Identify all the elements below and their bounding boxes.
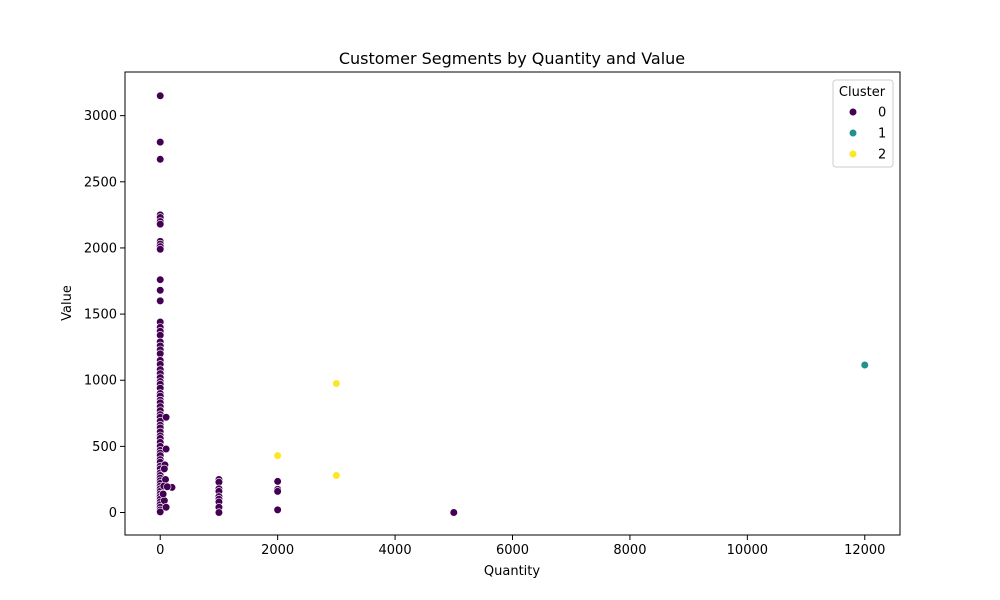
- legend: Cluster 0 1 2: [832, 79, 894, 168]
- x-tick-label: 0: [156, 543, 164, 558]
- y-axis: 0 500 1000 1500 2000 2500 3000: [84, 109, 125, 521]
- legend-box: [832, 79, 894, 168]
- point-cluster-0-12: [156, 286, 165, 295]
- y-tick-label: 0: [109, 506, 117, 521]
- point-cluster-0-69: [162, 413, 171, 422]
- point-cluster-0-0: [156, 91, 165, 100]
- point-cluster-0-6: [156, 220, 165, 229]
- point-cluster-0-2: [156, 155, 165, 164]
- point-cluster-0-1: [156, 138, 165, 147]
- point-cluster-2-2: [332, 471, 341, 480]
- legend-label-cluster-0: 0: [878, 106, 886, 121]
- point-cluster-0-89: [273, 477, 282, 486]
- point-cluster-0-10: [156, 245, 165, 254]
- y-tick-label: 3000: [84, 109, 117, 124]
- legend-label-cluster-2: 2: [878, 148, 886, 163]
- point-cluster-0-11: [156, 275, 165, 284]
- point-cluster-0-79: [159, 489, 168, 499]
- y-axis-label: Value: [60, 285, 75, 321]
- x-tick-label: 4000: [379, 543, 412, 558]
- legend-title: Cluster: [839, 85, 886, 100]
- point-cluster-0-88: [214, 508, 224, 517]
- point-cluster-1-0: [860, 360, 869, 370]
- point-cluster-0-92: [273, 505, 282, 514]
- legend-label-cluster-1: 1: [878, 127, 886, 142]
- x-tick-label: 6000: [496, 543, 529, 558]
- point-cluster-0-13: [156, 296, 165, 305]
- legend-marker-cluster-2: [848, 149, 858, 159]
- point-cluster-0-68: [156, 507, 165, 516]
- legend-marker-cluster-0: [848, 107, 858, 117]
- x-tick-label: 12000: [844, 543, 885, 558]
- point-cluster-0-72: [160, 464, 169, 473]
- y-tick-label: 1000: [84, 374, 117, 389]
- x-tick-label: 8000: [613, 543, 646, 558]
- y-tick-label: 2000: [84, 241, 117, 256]
- point-cluster-0-93: [449, 508, 458, 517]
- x-tick-label: 10000: [727, 543, 768, 558]
- point-cluster-2-0: [332, 379, 341, 388]
- plot-frame: [124, 71, 901, 536]
- point-cluster-2-1: [273, 451, 282, 460]
- y-tick-label: 1500: [84, 308, 117, 323]
- point-cluster-0-70: [162, 444, 171, 454]
- x-axis-label: Quantity: [484, 564, 540, 579]
- point-cluster-0-78: [162, 503, 171, 512]
- x-tick-label: 2000: [261, 543, 294, 558]
- y-tick-label: 500: [92, 440, 117, 455]
- y-tick-label: 2500: [84, 175, 117, 190]
- chart-title: Customer Segments by Quantity and Value: [339, 49, 685, 68]
- point-cluster-0-91: [273, 487, 282, 496]
- point-cluster-0-76: [163, 482, 172, 491]
- x-axis: 0 2000 4000 6000 8000 10000 12000: [156, 535, 885, 558]
- legend-marker-cluster-1: [848, 128, 858, 138]
- points-layer: [156, 91, 869, 517]
- legend-items: 0 1 2: [848, 106, 886, 163]
